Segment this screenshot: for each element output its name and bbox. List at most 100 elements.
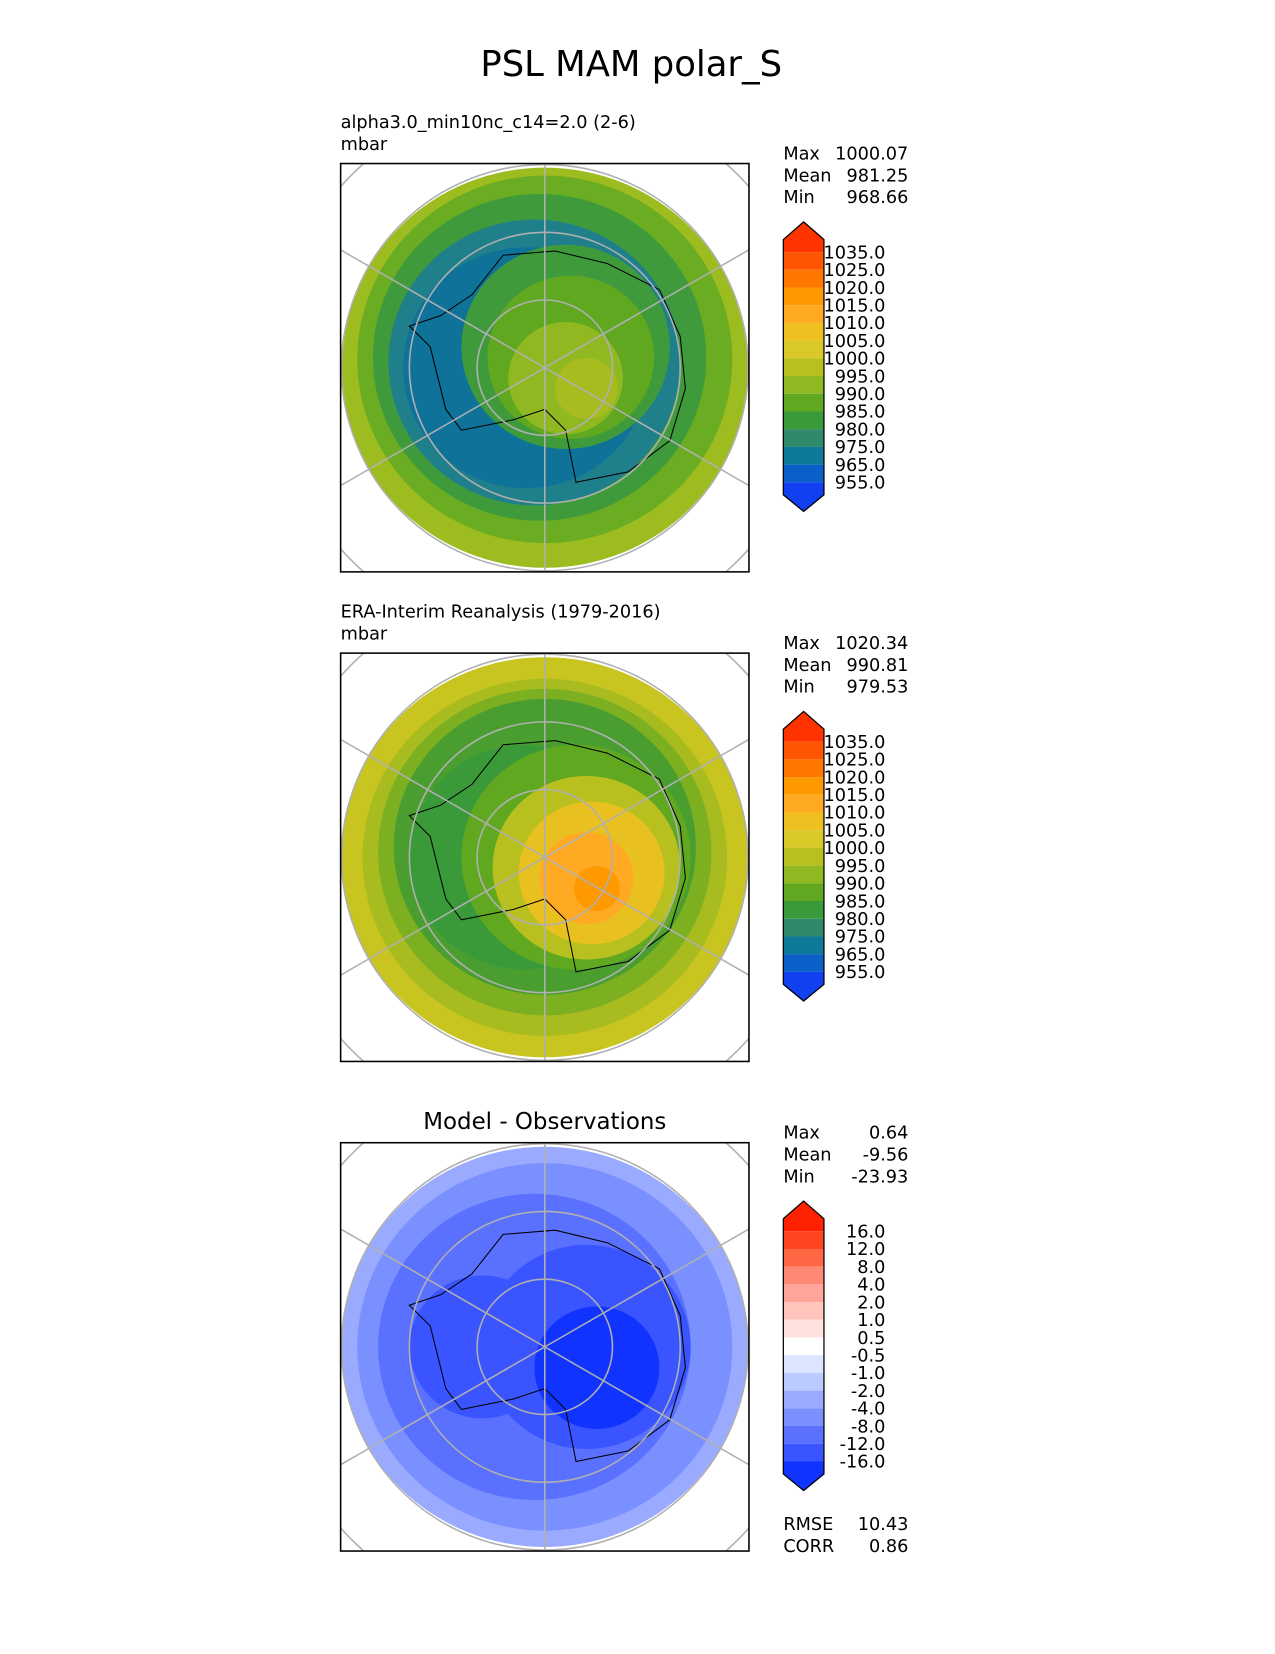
colorbar-label: 1015.0 bbox=[824, 296, 886, 316]
colorbar-label: 1000.0 bbox=[824, 350, 886, 370]
colorbar-label: 985.0 bbox=[835, 892, 886, 912]
stat-value: 979.53 bbox=[846, 678, 908, 698]
colorbar-swatch bbox=[783, 1302, 824, 1320]
colorbar-swatch bbox=[783, 358, 824, 377]
colorbar-swatch bbox=[783, 411, 824, 430]
colorbar-swatch bbox=[783, 429, 824, 447]
colorbar-label: 0.5 bbox=[857, 1329, 885, 1349]
meridian bbox=[544, 248, 749, 369]
colorbar-label: 1025.0 bbox=[824, 751, 886, 771]
stat-label: RMSE bbox=[783, 1515, 833, 1535]
colorbar-swatch bbox=[783, 269, 824, 288]
map-frame bbox=[339, 1141, 750, 1552]
colorbar-label: 1035.0 bbox=[824, 243, 886, 263]
colorbar-swatch bbox=[783, 936, 824, 955]
colorbar-label: -16.0 bbox=[840, 1453, 886, 1473]
colorbar-swatch bbox=[783, 446, 824, 465]
meridian bbox=[340, 856, 546, 977]
map-field bbox=[534, 1306, 660, 1429]
figure-title: PSL MAM polar_S bbox=[480, 44, 782, 85]
colorbar-label: 8.0 bbox=[857, 1258, 885, 1278]
colorbar-swatch bbox=[783, 711, 824, 742]
meridian bbox=[340, 248, 546, 369]
panel-units: mbar bbox=[341, 135, 388, 155]
colorbar-label: 955.0 bbox=[835, 963, 886, 983]
stat-label: Mean bbox=[783, 656, 831, 676]
colorbar-label: 1005.0 bbox=[824, 821, 886, 841]
stat-value: 1000.07 bbox=[835, 144, 908, 164]
colorbar-label: 990.0 bbox=[835, 875, 886, 895]
map-field bbox=[555, 357, 618, 420]
colorbar-swatch bbox=[783, 777, 824, 795]
stat-label: Min bbox=[783, 188, 814, 208]
colorbar-swatch bbox=[783, 1248, 824, 1267]
colorbar-swatch bbox=[783, 830, 824, 848]
colorbar-swatch bbox=[783, 918, 824, 937]
colorbar-label: 965.0 bbox=[835, 456, 886, 476]
stat-value: 990.81 bbox=[846, 656, 908, 676]
coastline bbox=[408, 740, 686, 973]
stat-label: Max bbox=[783, 1124, 820, 1144]
colorbar-label: 995.0 bbox=[835, 857, 886, 877]
map-field bbox=[573, 866, 620, 911]
stat-label: Max bbox=[783, 634, 820, 654]
colorbar-swatch bbox=[783, 482, 824, 512]
colorbar-swatch bbox=[783, 741, 824, 760]
colorbar-label: 4.0 bbox=[857, 1276, 885, 1296]
stat-label: Min bbox=[783, 678, 814, 698]
colorbar-swatch bbox=[783, 305, 824, 323]
colorbar-label: 1025.0 bbox=[824, 261, 886, 281]
colorbar-label: 1.0 bbox=[857, 1311, 885, 1331]
panel-title: Model - Observations bbox=[423, 1109, 666, 1135]
colorbar-label: 1000.0 bbox=[824, 839, 886, 859]
colorbar-outline bbox=[782, 710, 825, 1002]
stat-label: Mean bbox=[783, 1145, 831, 1165]
stat-value: 1020.34 bbox=[835, 634, 908, 654]
colorbar-label: -2.0 bbox=[851, 1382, 886, 1402]
colorbar-outline bbox=[782, 221, 825, 513]
meridian bbox=[340, 1346, 546, 1466]
colorbar-swatch bbox=[783, 1337, 824, 1356]
colorbar-label: 995.0 bbox=[835, 367, 886, 387]
colorbar-swatch bbox=[783, 340, 824, 359]
colorbar-swatch bbox=[783, 1390, 824, 1409]
colorbar-swatch bbox=[783, 1266, 824, 1285]
colorbar-swatch bbox=[783, 1231, 824, 1249]
stat-label: Max bbox=[783, 144, 820, 164]
colorbar-label: 955.0 bbox=[835, 474, 886, 494]
colorbar-swatch bbox=[783, 759, 824, 778]
colorbar-label: 1005.0 bbox=[824, 332, 886, 352]
colorbar-label: 1015.0 bbox=[824, 786, 886, 806]
map-frame bbox=[339, 652, 750, 1063]
colorbar-label: 1010.0 bbox=[824, 314, 886, 334]
colorbar-outline bbox=[782, 1200, 825, 1492]
coastline bbox=[408, 250, 686, 483]
stat-value: 968.66 bbox=[846, 188, 908, 208]
colorbar-label: -4.0 bbox=[851, 1400, 886, 1420]
colorbar-label: 1020.0 bbox=[824, 279, 886, 299]
colorbar-label: -8.0 bbox=[851, 1417, 886, 1437]
map bbox=[340, 1142, 749, 1552]
stat-value: -9.56 bbox=[863, 1145, 909, 1165]
colorbar-label: 990.0 bbox=[835, 385, 886, 405]
colorbar-label: 980.0 bbox=[835, 420, 886, 440]
colorbar-label: 1010.0 bbox=[824, 804, 886, 824]
stat-label: CORR bbox=[783, 1537, 834, 1557]
colorbar-swatch bbox=[783, 847, 824, 866]
panel-title: alpha3.0_min10nc_c14=2.0 (2-6) bbox=[341, 113, 636, 133]
meridian bbox=[340, 738, 546, 858]
colorbar-swatch bbox=[783, 376, 824, 394]
colorbar-label: -12.0 bbox=[840, 1435, 886, 1455]
colorbar-swatch bbox=[783, 221, 824, 253]
coastline bbox=[408, 1229, 686, 1463]
panel-units: mbar bbox=[341, 625, 388, 645]
colorbar-swatch bbox=[783, 1461, 824, 1491]
stat-value: 0.64 bbox=[869, 1124, 908, 1144]
stat-label: Mean bbox=[783, 166, 831, 186]
colorbar-swatch bbox=[783, 954, 824, 972]
stat-label: Min bbox=[783, 1167, 814, 1187]
meridian bbox=[340, 367, 546, 487]
colorbar-swatch bbox=[783, 322, 824, 341]
colorbar-label: 1020.0 bbox=[824, 768, 886, 788]
